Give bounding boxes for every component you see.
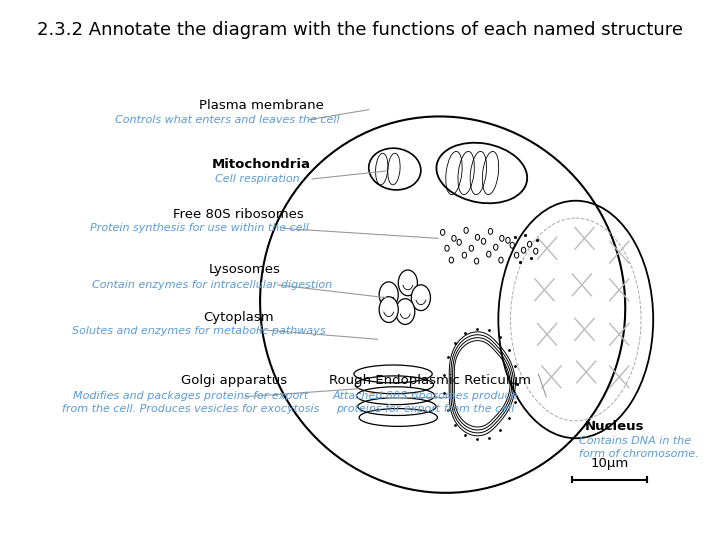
Text: Contain enzymes for intracellular digestion: Contain enzymes for intracellular digest… bbox=[92, 280, 332, 290]
Text: Attached 80S ribosomes produce: Attached 80S ribosomes produce bbox=[333, 391, 518, 401]
Ellipse shape bbox=[369, 148, 421, 190]
Text: Cytoplasm: Cytoplasm bbox=[203, 311, 274, 324]
Text: Golgi apparatus: Golgi apparatus bbox=[181, 374, 287, 387]
Text: Lysosomes: Lysosomes bbox=[210, 264, 281, 276]
Text: Cell respiration: Cell respiration bbox=[215, 174, 300, 184]
Text: Protein synthesis for use within the cell: Protein synthesis for use within the cel… bbox=[89, 224, 308, 233]
Ellipse shape bbox=[396, 299, 415, 325]
Text: Solutes and enzymes for metabolic pathways: Solutes and enzymes for metabolic pathwa… bbox=[72, 326, 326, 336]
Ellipse shape bbox=[411, 285, 431, 310]
Text: Contains DNA in the: Contains DNA in the bbox=[580, 436, 691, 446]
Text: Modifies and packages proteins for export: Modifies and packages proteins for expor… bbox=[73, 391, 308, 401]
Text: form of chromosome.: form of chromosome. bbox=[580, 449, 699, 459]
Text: 10μm: 10μm bbox=[590, 457, 629, 470]
Ellipse shape bbox=[379, 296, 398, 322]
Text: Plasma membrane: Plasma membrane bbox=[199, 99, 324, 112]
Text: Nucleus: Nucleus bbox=[585, 420, 644, 433]
Text: Controls what enters and leaves the cell: Controls what enters and leaves the cell bbox=[115, 114, 340, 125]
Text: Rough Endoplasmic Reticulum: Rough Endoplasmic Reticulum bbox=[328, 374, 531, 387]
Text: 2.3.2 Annotate the diagram with the functions of each named structure: 2.3.2 Annotate the diagram with the func… bbox=[37, 22, 683, 39]
Text: Free 80S ribosomes: Free 80S ribosomes bbox=[173, 208, 304, 221]
Ellipse shape bbox=[379, 282, 398, 308]
Text: proteins for export from the cell: proteins for export from the cell bbox=[336, 403, 515, 414]
Ellipse shape bbox=[398, 270, 418, 296]
Text: from the cell. Produces vesicles for exocytosis: from the cell. Produces vesicles for exo… bbox=[62, 403, 319, 414]
Text: Mitochondria: Mitochondria bbox=[212, 158, 311, 171]
Ellipse shape bbox=[436, 143, 527, 203]
